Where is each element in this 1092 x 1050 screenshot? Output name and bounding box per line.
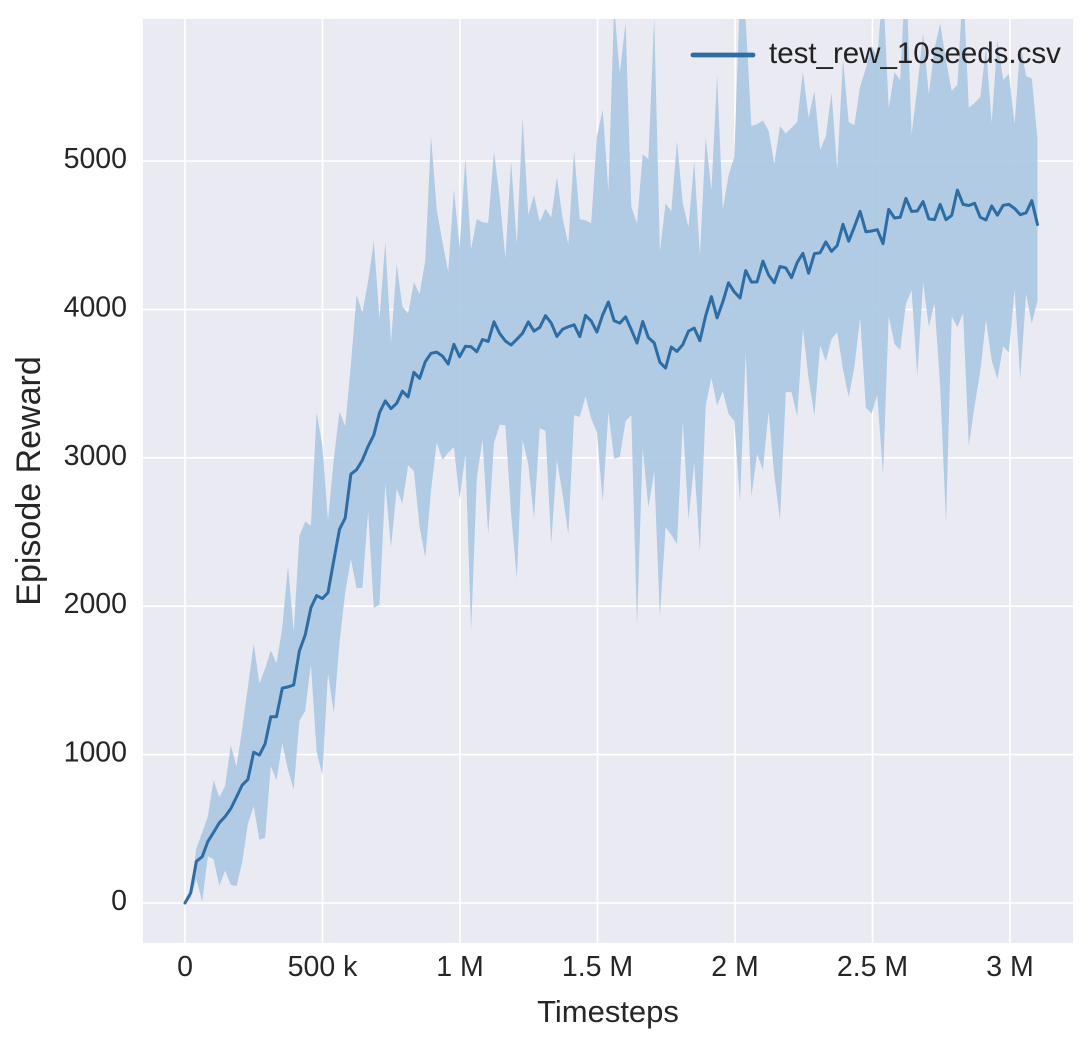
svg-text:Timesteps: Timesteps: [537, 994, 679, 1029]
svg-text:5000: 5000: [64, 143, 127, 175]
svg-text:2 M: 2 M: [711, 951, 759, 983]
svg-text:Episode Reward: Episode Reward: [10, 356, 48, 605]
svg-text:500 k: 500 k: [288, 951, 358, 983]
svg-text:test_rew_10seeds.csv: test_rew_10seeds.csv: [769, 37, 1061, 70]
svg-text:3 M: 3 M: [986, 951, 1034, 983]
svg-text:4000: 4000: [64, 292, 127, 324]
svg-text:0: 0: [111, 885, 127, 917]
svg-text:1.5 M: 1.5 M: [562, 951, 633, 983]
svg-text:0: 0: [177, 951, 193, 983]
svg-text:3000: 3000: [64, 440, 127, 472]
svg-text:2000: 2000: [64, 588, 127, 620]
svg-text:2.5 M: 2.5 M: [837, 951, 908, 983]
svg-text:1 M: 1 M: [436, 951, 484, 983]
svg-text:1000: 1000: [64, 737, 127, 769]
